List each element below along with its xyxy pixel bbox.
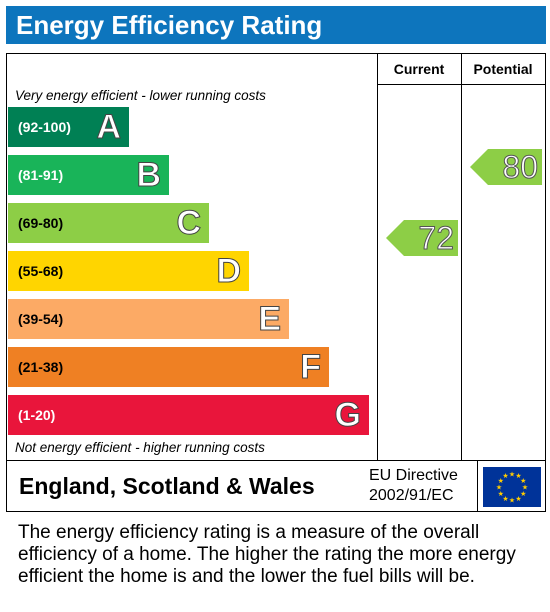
band-g: (1-20) G (8, 395, 369, 435)
directive-line-1: EU Directive (369, 467, 458, 484)
footer: England, Scotland & Wales EU Directive 2… (6, 461, 546, 512)
inefficient-note: Not energy efficient - higher running co… (15, 440, 265, 455)
band-a: (92-100) A (8, 107, 129, 147)
flag-star: ★ (498, 490, 504, 498)
band-letter-label: A (96, 108, 122, 147)
band-b: (81-91) B (8, 155, 169, 195)
band-range-label: (21-38) (18, 359, 64, 375)
band-range-label: (81-91) (18, 167, 64, 183)
potential-column-divider (461, 54, 462, 460)
potential-rating-arrow-value: 80 (502, 149, 539, 186)
band-range-label: (55-68) (18, 263, 64, 279)
flag-star: ★ (509, 497, 515, 505)
band-letter-label: B (136, 156, 162, 195)
band-e: (39-54) E (8, 299, 289, 339)
band-letter-label: D (216, 252, 242, 291)
flag-star: ★ (520, 477, 526, 485)
band-letter-label: C (176, 204, 202, 243)
band-range-label: (1-20) (18, 407, 56, 423)
band-letter-label: G (334, 396, 361, 435)
header-divider (377, 84, 545, 85)
flag-star: ★ (502, 472, 508, 480)
current-column-header: Current (393, 61, 445, 77)
flag-star: ★ (515, 495, 521, 503)
band-range-label: (39-54) (18, 311, 64, 327)
band-range-label: (69-80) (18, 215, 64, 231)
flag-star: ★ (496, 484, 502, 492)
flag-star: ★ (509, 471, 515, 479)
eu-flag-icon: ★ ★ ★ ★ ★ ★ ★ ★ ★ ★ ★ ★ (483, 467, 541, 507)
band-c: (69-80) C (8, 203, 209, 243)
band-f: (21-38) F (8, 347, 329, 387)
band-range-label: (92-100) (18, 119, 71, 135)
band-letter-label: E (258, 300, 282, 339)
description-text: The energy efficiency rating is a measur… (18, 522, 516, 587)
band-letter-label: F (300, 348, 322, 387)
flag-star: ★ (522, 484, 528, 492)
flag-divider (477, 461, 478, 511)
current-column-divider (377, 54, 378, 460)
potential-rating-arrow: 80 (470, 149, 542, 186)
directive-line-2: 2002/91/EC (369, 487, 454, 504)
current-rating-arrow-value: 72 (418, 220, 455, 257)
current-rating-arrow: 72 (386, 220, 458, 257)
chart-title: Energy Efficiency Rating (6, 6, 546, 44)
flag-star: ★ (502, 495, 508, 503)
flag-star: ★ (515, 472, 521, 480)
region-label: England, Scotland & Wales (19, 473, 315, 499)
potential-column-header: Potential (473, 61, 533, 77)
efficient-note: Very energy efficient - lower running co… (15, 88, 266, 103)
rating-chart: Current Potential Very energy efficient … (6, 53, 546, 461)
flag-star: ★ (498, 477, 504, 485)
flag-star: ★ (520, 490, 526, 498)
band-d: (55-68) D (8, 251, 249, 291)
eu-directive: EU Directive 2002/91/EC (369, 466, 458, 506)
